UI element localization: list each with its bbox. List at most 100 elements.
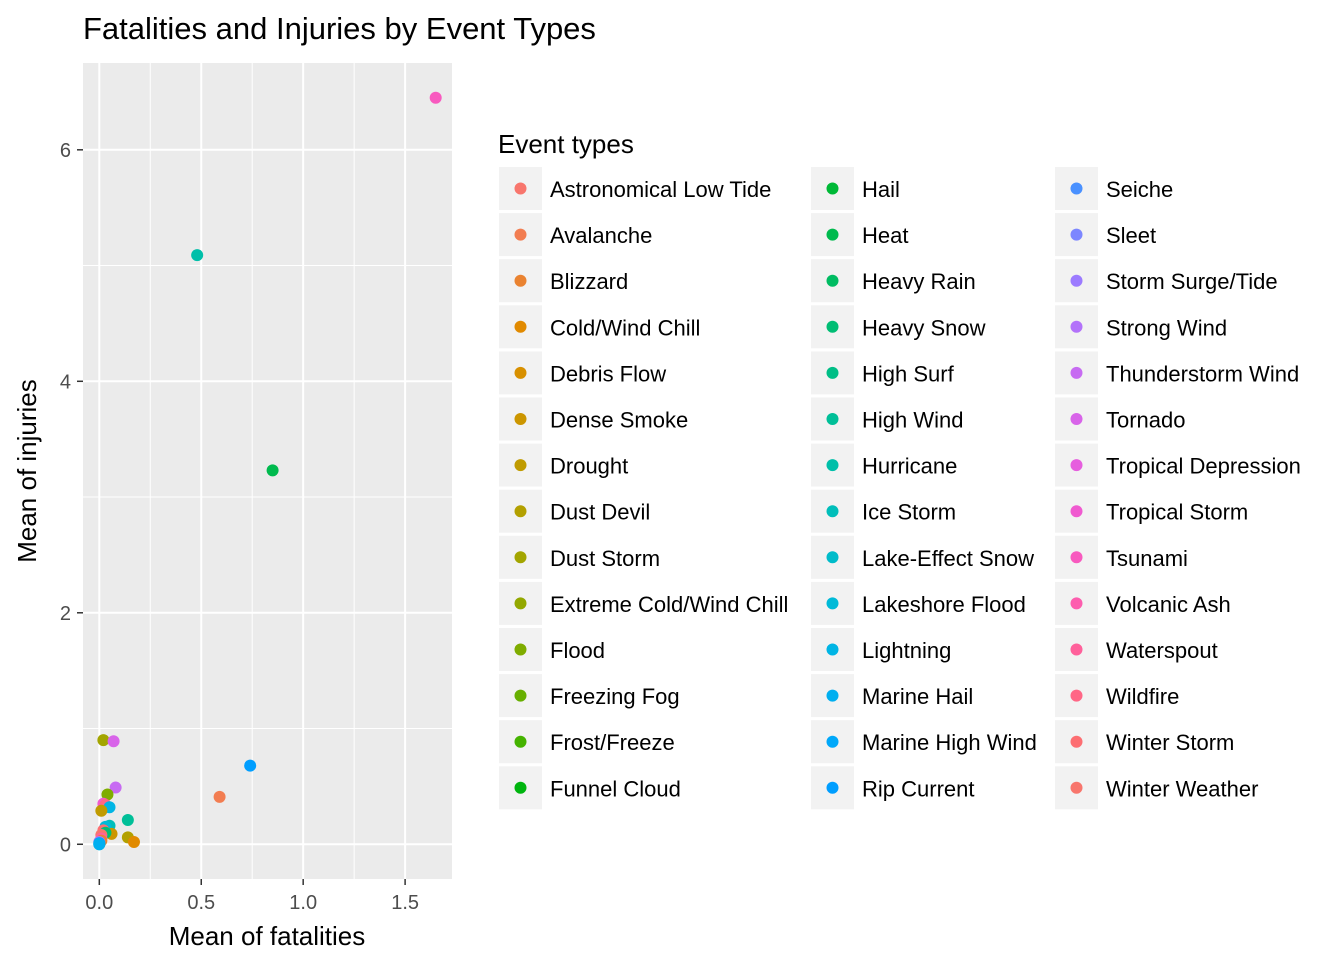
legend-key-dot xyxy=(826,320,839,333)
legend-key-dot xyxy=(514,274,527,287)
legend-key-dot xyxy=(1070,182,1083,195)
legend-label: Avalanche xyxy=(550,223,652,248)
legend-key-dot xyxy=(514,735,527,748)
legend-key-dot xyxy=(514,689,527,702)
legend-label: Drought xyxy=(550,454,628,479)
legend-label: Heavy Rain xyxy=(862,269,976,294)
legend-label: Astronomical Low Tide xyxy=(550,177,771,202)
y-tick-label: 4 xyxy=(60,371,71,393)
data-point xyxy=(429,91,442,104)
legend-key-dot xyxy=(1070,228,1083,241)
legend-key-dot xyxy=(1070,735,1083,748)
legend-label: Dust Devil xyxy=(550,500,650,525)
y-tick-label: 0 xyxy=(60,834,71,856)
legend-key-dot xyxy=(826,505,839,518)
data-point xyxy=(127,835,140,848)
legend-key-dot xyxy=(1070,320,1083,333)
legend-key-dot xyxy=(1070,459,1083,472)
legend-key-dot xyxy=(826,643,839,656)
legend-key-dot xyxy=(826,459,839,472)
axes: 0.0 0.5 1.0 1.5 0 2 4 6 xyxy=(60,140,419,914)
legend-key-dot xyxy=(826,551,839,564)
chart-title: Fatalities and Injuries by Event Types xyxy=(83,11,596,46)
data-point xyxy=(93,838,106,851)
legend-key-dot xyxy=(514,182,527,195)
legend-key-dot xyxy=(514,551,527,564)
legend-label: Tornado xyxy=(1106,408,1186,433)
legend-key-dot xyxy=(826,689,839,702)
legend-key-dot xyxy=(1070,643,1083,656)
legend-label: Strong Wind xyxy=(1106,315,1227,340)
y-tick-label: 2 xyxy=(60,603,71,625)
legend-label: Marine Hail xyxy=(862,684,973,709)
y-tick-label: 6 xyxy=(60,140,71,162)
legend-key-dot xyxy=(826,413,839,425)
legend-key-dot xyxy=(826,274,839,287)
legend-label: Thunderstorm Wind xyxy=(1106,361,1299,386)
legend-label: High Wind xyxy=(862,408,963,433)
legend-key-dot xyxy=(514,781,527,794)
data-point xyxy=(97,734,110,747)
data-point xyxy=(191,249,204,262)
points-layer xyxy=(93,91,442,851)
legend-key-dot xyxy=(514,366,527,379)
legend-label: Frost/Freeze xyxy=(550,730,675,755)
legend-key-dot xyxy=(1070,505,1083,518)
legend-label: Tropical Depression xyxy=(1106,454,1301,479)
legend-key-dot xyxy=(514,597,527,610)
legend: Astronomical Low Tide Avalanche Blizzard Co… xyxy=(499,167,1301,810)
legend-key-dot xyxy=(514,643,527,656)
data-point xyxy=(101,788,114,801)
legend-label: Tsunami xyxy=(1106,546,1188,571)
legend-label: Debris Flow xyxy=(550,361,666,386)
legend-key-dot xyxy=(1070,551,1083,564)
legend-key-dot xyxy=(514,228,527,241)
legend-label: Flood xyxy=(550,638,605,663)
legend-key-dot xyxy=(1070,413,1083,425)
legend-key-dot xyxy=(514,413,527,425)
data-point xyxy=(121,813,134,826)
legend-key-dot xyxy=(514,459,527,472)
legend-key-dot xyxy=(826,228,839,241)
legend-label: Lake-Effect Snow xyxy=(862,546,1034,571)
legend-label: Hail xyxy=(862,177,900,202)
x-tick-label: 1.5 xyxy=(391,892,419,914)
legend-key-dot xyxy=(1070,274,1083,287)
legend-label: Waterspout xyxy=(1106,638,1218,663)
data-point xyxy=(244,759,257,772)
legend-key-dot xyxy=(1070,689,1083,702)
legend-key-dot xyxy=(826,182,839,195)
legend-key-dot xyxy=(514,505,527,518)
legend-label: Marine High Wind xyxy=(862,730,1037,755)
legend-label: High Surf xyxy=(862,361,955,386)
legend-label: Funnel Cloud xyxy=(550,776,681,801)
legend-label: Sleet xyxy=(1106,223,1156,248)
legend-label: Lightning xyxy=(862,638,951,663)
legend-key-dot xyxy=(514,320,527,333)
legend-key-dot xyxy=(1070,781,1083,794)
legend-title: Event types xyxy=(498,129,634,159)
legend-label: Dense Smoke xyxy=(550,408,688,433)
legend-key-dot xyxy=(826,597,839,610)
legend-key-dot xyxy=(1070,366,1083,379)
data-point xyxy=(95,804,108,817)
plot-panel xyxy=(83,63,452,879)
data-point xyxy=(107,735,120,748)
y-axis-title: Mean of injuries xyxy=(12,379,42,563)
legend-label: Rip Current xyxy=(862,776,974,801)
legend-label: Wildfire xyxy=(1106,684,1179,709)
legend-label: Heavy Snow xyxy=(862,315,986,340)
legend-key-dot xyxy=(826,781,839,794)
data-point xyxy=(213,790,226,803)
x-axis-title: Mean of fatalities xyxy=(169,921,366,951)
legend-key-dot xyxy=(1070,597,1083,610)
legend-key-dot xyxy=(826,366,839,379)
legend-key-dot xyxy=(826,735,839,748)
data-point xyxy=(109,781,122,794)
x-tick-label: 0.5 xyxy=(187,892,215,914)
legend-label: Seiche xyxy=(1106,177,1173,202)
x-tick-label: 0.0 xyxy=(85,892,113,914)
legend-label: Lakeshore Flood xyxy=(862,592,1026,617)
data-point xyxy=(266,464,279,477)
